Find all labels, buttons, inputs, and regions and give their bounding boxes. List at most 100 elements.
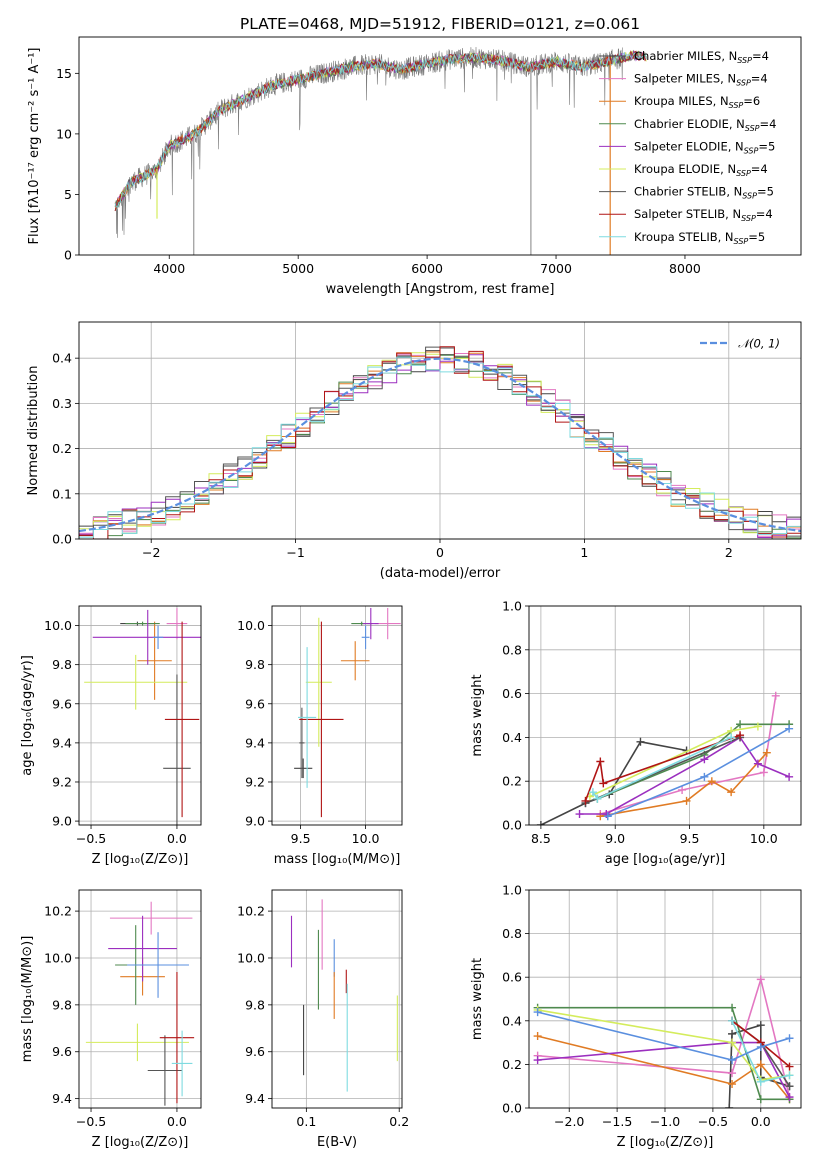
mass-weight-marker [533, 1008, 542, 1017]
y-tick-label: 10.2 [44, 904, 72, 919]
y-tick-label: 9.8 [52, 997, 72, 1012]
mass-weight-marker [678, 785, 687, 794]
y-tick-label: 0.6 [502, 686, 522, 701]
mass-weight-marker [533, 1032, 542, 1041]
axes-frame [271, 605, 403, 826]
panel-age_vs_mass: 9.5 10.0 9.0 9.2 9.4 9.6 9.8 10.0 mass [log₁₀(M/… [237, 605, 403, 867]
axes-frame [78, 605, 202, 826]
x-tick-label: 0.1 [296, 1114, 316, 1129]
legend-text-tail: =4 [752, 49, 769, 63]
y-tick-label: 0.4 [502, 730, 522, 745]
y-tick-label: 0.2 [52, 441, 72, 456]
axes-frame [528, 889, 802, 1109]
axes-frame [271, 889, 403, 1109]
y-tick-label: 0.0 [52, 532, 72, 547]
y-tick-label: 10 [56, 126, 72, 141]
mass-weight-line [597, 723, 790, 800]
y-tick-label: 9.0 [245, 814, 265, 829]
mass-weight-marker [785, 772, 794, 781]
legend-text-sub: SSP [737, 56, 752, 65]
mass-weight-marker [725, 1104, 734, 1108]
y-tick-label: 9.4 [52, 735, 72, 750]
panel-weight_vs_age: 8.5 9.0 9.5 10.0 0.0 0.2 0.4 0.6 0.8 1.0 age [log₁… [470, 599, 802, 867]
x-tick-label: −0.5 [76, 831, 106, 846]
legend-entry: Chabrier ELODIE, NSSP=4 [634, 117, 776, 133]
legend-text-main: Chabrier ELODIE, N [634, 117, 745, 131]
mass-weight-marker [727, 788, 736, 797]
x-tick-label: 0.0 [167, 1114, 187, 1129]
x-tick-label: 9.5 [291, 831, 311, 846]
mass-weight-line [579, 736, 790, 815]
y-tick-label: 9.8 [52, 657, 72, 672]
legend-entry: Salpeter MILES, NSSP=4 [634, 72, 768, 88]
legend-text-main: Salpeter STELIB, N [634, 207, 741, 221]
axes-frame [528, 605, 802, 826]
y-tick-label: 9.4 [245, 735, 265, 750]
mass-weight-marker [581, 796, 590, 805]
legend-text-main: Salpeter MILES, N [634, 72, 736, 86]
mass-weight-marker [728, 1003, 737, 1012]
panel-mass_vs_EBV: 0.1 0.2 9.4 9.6 9.8 10.0 10.2 E(B-V) [237, 889, 409, 1150]
x-axis-label: E(B-V) [317, 1135, 357, 1150]
mass-weight-marker [756, 1042, 765, 1051]
mass-weight-marker [756, 975, 765, 984]
y-tick-label: 0.0 [502, 818, 522, 833]
x-tick-label: −2 [142, 545, 160, 560]
legend-text-sub: SSP [744, 146, 759, 155]
mass-weight-marker [700, 772, 709, 781]
plot-area [290, 899, 398, 1092]
mass-weight-marker [593, 794, 602, 803]
mass-weight-marker [736, 731, 745, 740]
legend-text-tail: =4 [751, 162, 768, 176]
y-tick-label: 10.0 [44, 618, 72, 633]
legend-text-tail: =5 [757, 185, 774, 199]
axes-frame [78, 36, 802, 256]
y-tick-label: 9.6 [52, 696, 72, 711]
mass-weight-line [537, 1009, 790, 1081]
y-tick-label: 5 [64, 187, 72, 202]
normal-distribution-curve [79, 357, 801, 533]
mass-weight-marker [728, 1016, 737, 1025]
legend-entry: Salpeter ELODIE, NSSP=5 [634, 139, 775, 155]
mass-weight-marker [728, 1069, 737, 1078]
x-tick-label: 0.0 [167, 831, 187, 846]
x-tick-label: 9.5 [680, 831, 700, 846]
y-tick-label: 9.8 [245, 997, 265, 1012]
x-tick-label: −0.5 [76, 1114, 106, 1129]
panel-age_vs_Z: −0.5 0.0 9.0 9.2 9.4 9.6 9.8 10.0 Z [log₁₀(Z/Z⊙)… [20, 605, 202, 867]
y-tick-label: 10.0 [44, 950, 72, 965]
y-axis-label: mass weight [470, 674, 485, 756]
x-tick-label: −0.5 [698, 1114, 728, 1129]
legend-text-sub: SSP [736, 169, 751, 178]
y-tick-label: 0.4 [52, 351, 72, 366]
legend-entry: Chabrier STELIB, NSSP=5 [634, 185, 774, 201]
x-tick-label: 1 [580, 545, 588, 560]
panel-weight_vs_Z: −2.0 −1.5 −1.0 −0.5 0.0 0.0 0.2 0.4 0.6 0.8 1.0 Z [… [470, 883, 802, 1150]
mass-weight-marker [727, 733, 736, 742]
panel-spectrum: 4000 5000 6000 7000 8000 0 5 10 15 wavelength [An… [27, 36, 802, 297]
y-axis-label: Normed distribution [26, 366, 41, 496]
x-tick-label: −1.0 [650, 1114, 680, 1129]
legend-text-sub: SSP [734, 237, 749, 246]
mass-weight-marker [603, 812, 612, 821]
legend-text-main: Kroupa MILES, N [634, 94, 729, 108]
y-tick-label: 10.0 [237, 618, 265, 633]
y-axis-label: age [log₁₀(age/yr)] [20, 655, 35, 776]
mass-weight-marker [682, 796, 691, 805]
x-tick-label: 5000 [282, 261, 314, 276]
legend-text-sub: SSP [741, 214, 756, 223]
x-tick-label: −1.5 [602, 1114, 632, 1129]
x-axis-label: wavelength [Angstrom, rest frame] [326, 282, 555, 297]
mass-weight-marker [575, 810, 584, 819]
mass-weight-marker [753, 722, 762, 731]
y-tick-label: 9.4 [245, 1091, 265, 1106]
residual-histogram [79, 356, 801, 538]
y-tick-label: 9.6 [52, 1044, 72, 1059]
x-tick-label: 10.0 [352, 831, 380, 846]
y-tick-label: 0.3 [52, 396, 72, 411]
mass-weight-marker [536, 821, 545, 825]
mass-weight-marker [785, 1093, 794, 1102]
